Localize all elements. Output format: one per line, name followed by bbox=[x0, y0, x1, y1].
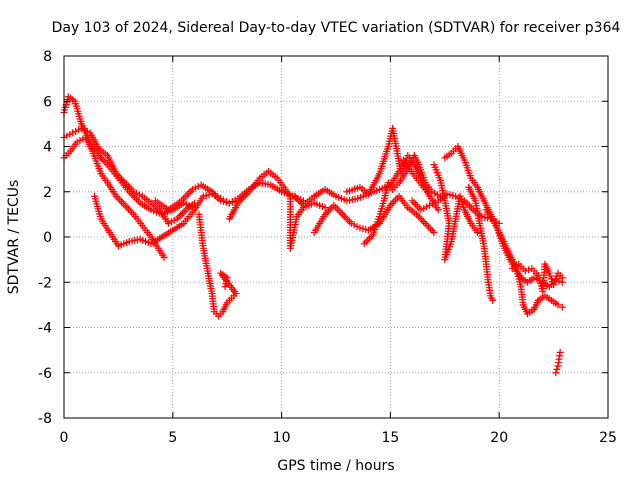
series-track-b bbox=[60, 124, 199, 227]
y-tick-label: -8 bbox=[38, 411, 52, 427]
series-track-q bbox=[508, 260, 566, 295]
x-tick-labels: 0 5 10 15 20 25 bbox=[60, 430, 617, 446]
y-tick-label: -6 bbox=[38, 366, 52, 382]
data-point bbox=[222, 277, 230, 285]
y-tick-label: 0 bbox=[43, 230, 52, 246]
data-point bbox=[430, 228, 438, 236]
data-point bbox=[556, 348, 564, 356]
series-track-m bbox=[430, 161, 481, 264]
y-tick-label: -2 bbox=[38, 275, 52, 291]
series-track-f bbox=[195, 210, 240, 320]
series-track-p bbox=[482, 206, 566, 318]
x-tick-label: 0 bbox=[60, 430, 69, 446]
x-tick-label: 10 bbox=[273, 430, 291, 446]
data-point bbox=[222, 280, 230, 288]
y-tick-label: 8 bbox=[43, 49, 52, 65]
series-track-i bbox=[310, 192, 438, 236]
x-tick-label: 25 bbox=[599, 430, 617, 446]
y-tick-label: 4 bbox=[43, 140, 52, 156]
y-tick-labels: -8 -6 -4 -2 0 2 4 6 8 bbox=[38, 49, 52, 427]
series-track-k bbox=[360, 152, 444, 248]
data-point bbox=[321, 204, 329, 212]
data-point bbox=[160, 253, 168, 261]
data-point bbox=[558, 303, 566, 311]
grid bbox=[64, 56, 608, 418]
data-points bbox=[60, 93, 566, 377]
data-point bbox=[223, 274, 231, 282]
data-point bbox=[489, 296, 497, 304]
axis-ticks bbox=[63, 55, 609, 419]
data-point bbox=[521, 267, 529, 275]
data-point bbox=[221, 283, 229, 291]
series-track-d bbox=[90, 190, 242, 250]
data-point bbox=[554, 301, 562, 309]
series-track-r bbox=[552, 348, 564, 377]
x-tick-label: 5 bbox=[168, 430, 177, 446]
data-point bbox=[473, 228, 481, 236]
data-point bbox=[552, 369, 560, 377]
data-point bbox=[553, 365, 561, 373]
data-point bbox=[525, 266, 533, 274]
x-tick-label: 20 bbox=[490, 430, 508, 446]
chart-title: Day 103 of 2024, Sidereal Day-to-day VTE… bbox=[52, 20, 621, 36]
series-track-o bbox=[465, 183, 497, 304]
y-tick-label: -4 bbox=[38, 321, 52, 337]
data-point bbox=[558, 274, 566, 282]
y-axis-label: SDTVAR / TECUs bbox=[6, 180, 22, 295]
x-axis-label: GPS time / hours bbox=[277, 458, 394, 474]
y-tick-label: 2 bbox=[43, 185, 52, 201]
data-point bbox=[434, 206, 442, 214]
series-track-g bbox=[225, 167, 329, 252]
y-tick-label: 6 bbox=[43, 94, 52, 110]
x-tick-label: 15 bbox=[381, 430, 399, 446]
